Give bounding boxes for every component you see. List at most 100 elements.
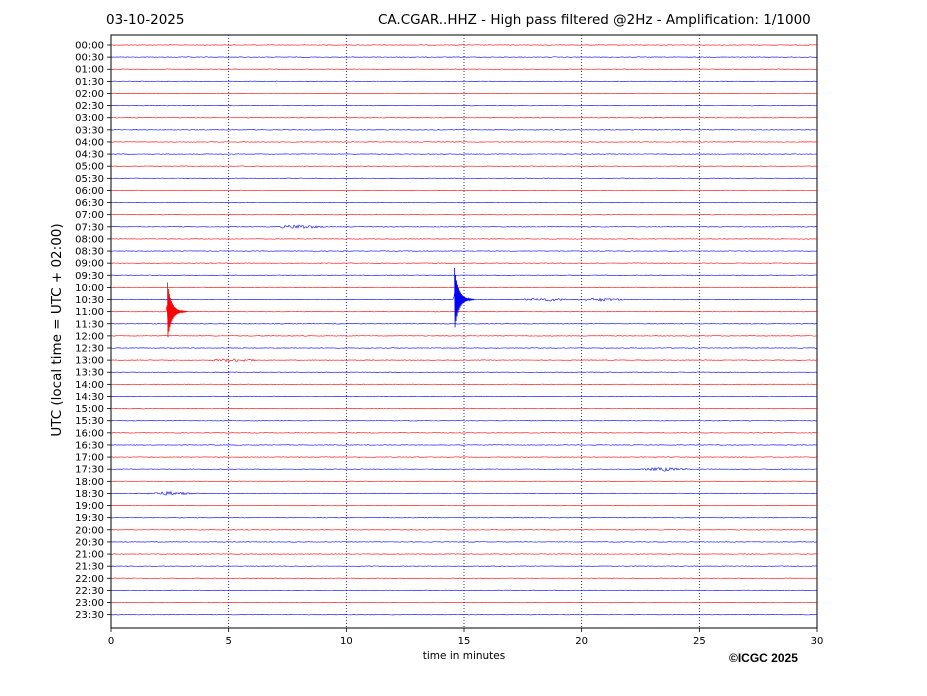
y-tick-label: 18:30 [75,489,104,500]
trace-line [110,407,818,410]
trace-line [110,274,818,276]
trace-line [110,214,818,216]
trace-line [110,444,818,446]
y-tick-label: 04:30 [75,150,104,161]
event-waveform [167,282,188,338]
trace-line [110,117,818,119]
y-tick-label: 05:30 [75,174,104,185]
trace-line [110,250,818,252]
trace-line [110,358,818,363]
trace-line [110,490,818,496]
y-tick-label: 15:00 [75,404,104,415]
y-axis-ticks: 00:0000:3001:0001:3002:0002:3003:0003:30… [75,41,111,621]
y-tick-label: 17:30 [75,465,104,476]
x-axis-ticks: 0 5 10 15 20 25 30 [108,628,824,647]
y-tick-label: 00:30 [75,53,104,64]
y-tick-label: 09:00 [75,259,104,270]
trace-line [110,456,818,458]
x-tick-label: 30 [811,636,824,647]
trace-line [110,614,818,616]
trace-line [110,347,818,349]
event-1 [454,268,475,328]
trace-line [110,224,818,229]
trace-line [110,529,818,531]
y-tick-label: 18:00 [75,477,104,488]
y-tick-label: 14:00 [75,380,104,391]
y-tick-label: 07:00 [75,210,104,221]
x-tick-label: 10 [340,636,353,647]
trace-line [110,201,818,204]
y-tick-label: 16:00 [75,428,104,439]
event-waveform [454,268,475,328]
y-tick-label: 06:00 [75,186,104,197]
trace-line [110,420,818,422]
x-grid [228,35,700,628]
y-tick-label: 09:30 [75,271,104,282]
trace-line [110,305,818,325]
x-tick-label: 25 [693,636,706,647]
trace-line [110,371,818,373]
y-tick-label: 02:00 [75,89,104,100]
trace-line [110,577,818,579]
plot-date: 03-10-2025 [106,12,185,28]
x-tick-label: 0 [108,636,114,647]
y-tick-label: 11:30 [75,319,104,330]
trace-line [110,286,818,289]
trace-line [110,92,818,95]
y-tick-label: 14:30 [75,392,104,403]
y-tick-label: 08:00 [75,234,104,245]
y-tick-label: 00:00 [75,41,104,52]
trace-line [110,395,818,398]
trace-line [110,104,818,107]
trace-line [110,335,818,337]
traces [110,44,818,616]
trace-line [110,480,818,482]
y-tick-label: 05:00 [75,162,104,173]
y-tick-label: 03:30 [75,125,104,136]
y-tick-label: 01:00 [75,65,104,76]
y-tick-label: 21:30 [75,562,104,573]
trace-line [110,56,818,58]
trace-line [110,68,818,70]
y-tick-label: 10:00 [75,283,104,294]
trace-line [110,189,818,192]
y-tick-label: 13:00 [75,356,104,367]
trace-line [110,323,818,325]
x-axis-label: time in minutes [422,650,506,662]
event-0 [167,282,188,338]
y-tick-label: 12:00 [75,331,104,342]
trace-line [111,541,818,543]
x-tick-label: 15 [458,636,471,647]
x-tick-label: 20 [575,636,588,647]
y-tick-label: 02:30 [75,101,104,112]
trace-line [110,601,818,604]
y-tick-label: 13:30 [75,368,104,379]
y-tick-label: 15:30 [75,416,104,427]
trace-line [110,432,818,434]
y-tick-label: 01:30 [75,77,104,88]
trace-line [110,262,818,264]
trace-line [110,80,818,82]
y-tick-label: 04:00 [75,137,104,148]
trace-line [110,589,818,592]
plot-title: CA.CGAR..HHZ - High pass filtered @2Hz -… [378,12,811,28]
y-tick-label: 12:30 [75,344,104,355]
x-tick-label: 5 [225,636,231,647]
trace-line [111,467,818,472]
y-tick-label: 06:30 [75,198,104,209]
trace-line [110,565,818,567]
y-tick-label: 21:00 [75,550,104,561]
trace-line [110,504,818,507]
y-tick-label: 07:30 [75,222,104,233]
trace-line [110,238,818,240]
y-tick-label: 22:00 [75,574,104,585]
y-tick-label: 19:00 [75,501,104,512]
trace-line [110,129,818,131]
y-tick-label: 19:30 [75,513,104,524]
y-tick-label: 23:00 [75,598,104,609]
y-tick-label: 10:30 [75,295,104,306]
trace-line [110,383,818,385]
y-tick-label: 16:30 [75,440,104,451]
trace-line [110,141,818,143]
